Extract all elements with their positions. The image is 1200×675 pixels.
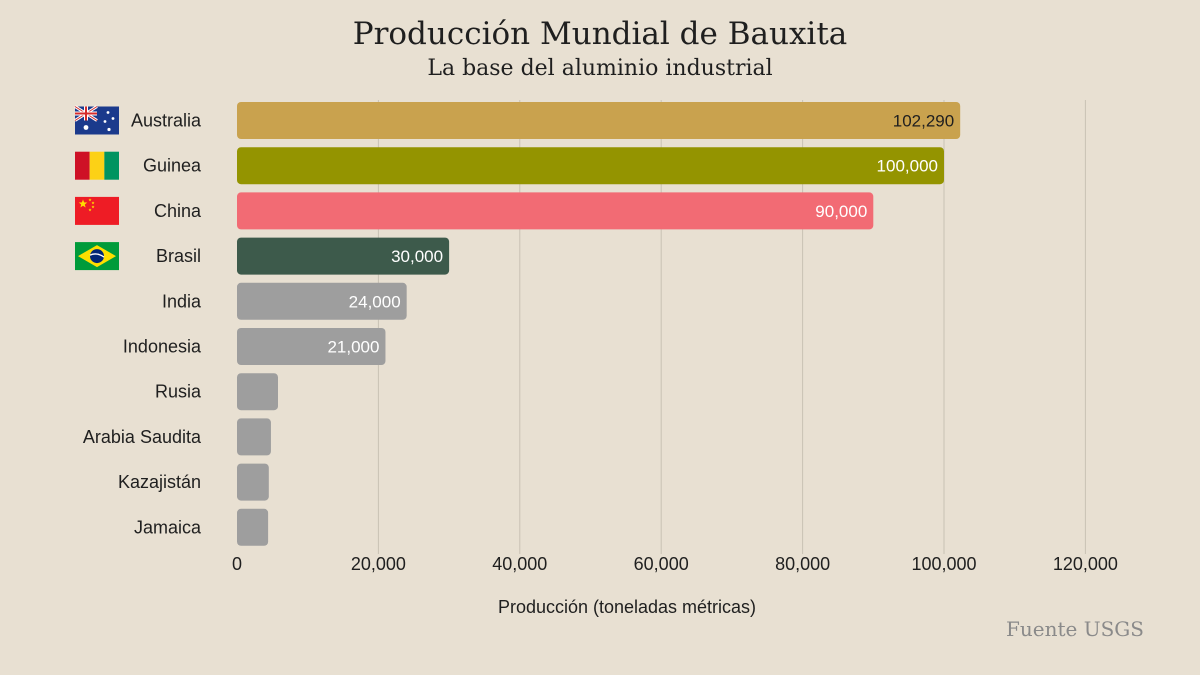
x-tick-label: 100,000: [911, 554, 976, 574]
x-tick-label: 40,000: [492, 554, 547, 574]
chart-title: Producción Mundial de Bauxita: [352, 16, 848, 52]
category-labels: Australia Guinea China Brasil India Indonesia…: [83, 111, 202, 538]
flags: [74, 105, 119, 271]
bar: [237, 373, 279, 411]
x-tick-labels: 0 20,000 40,000 60,000 80,000 100,000 120,000: [232, 554, 1118, 574]
bars: 102,290 100,000 90,000 30,000 24,000 21,000: [237, 102, 961, 546]
bar: [237, 147, 944, 185]
category-label: India: [162, 291, 202, 311]
china-flag-icon: [75, 196, 119, 225]
x-tick-label: 20,000: [351, 554, 406, 574]
bar: [237, 192, 874, 230]
category-label: Brasil: [156, 246, 201, 266]
bar: [237, 463, 269, 501]
bar-value-label: 30,000: [391, 247, 443, 266]
chart-subtitle: La base del aluminio industrial: [427, 56, 773, 81]
bar: [237, 508, 269, 546]
bar: [237, 418, 271, 456]
bar-value-label: 100,000: [877, 157, 938, 176]
bar-value-label: 21,000: [327, 338, 379, 357]
x-tick-label: 120,000: [1053, 554, 1118, 574]
x-tick-label: 80,000: [775, 554, 830, 574]
bar-value-label: 90,000: [815, 202, 867, 221]
category-label: Jamaica: [134, 517, 202, 537]
category-label: Indonesia: [123, 337, 202, 357]
brazil-flag-icon: [75, 242, 119, 271]
category-label: Guinea: [143, 156, 202, 176]
x-axis-label: Producción (toneladas métricas): [498, 597, 756, 617]
category-label: Rusia: [155, 382, 202, 402]
bar-value-label: 24,000: [349, 292, 401, 311]
source-note: Fuente USGS: [1006, 617, 1144, 641]
category-label: Arabia Saudita: [83, 427, 202, 447]
category-label: Kazajistán: [118, 472, 201, 492]
x-tick-label: 0: [232, 554, 242, 574]
x-tick-label: 60,000: [634, 554, 689, 574]
guinea-flag-icon: [75, 151, 119, 180]
australia-flag-icon: [74, 105, 119, 135]
bar: [237, 328, 386, 365]
bar-value-label: 102,290: [893, 112, 954, 131]
category-label: China: [154, 201, 202, 221]
bar: [237, 102, 961, 139]
category-label: Australia: [131, 111, 202, 131]
bar: [237, 237, 450, 275]
bar: [237, 282, 407, 320]
